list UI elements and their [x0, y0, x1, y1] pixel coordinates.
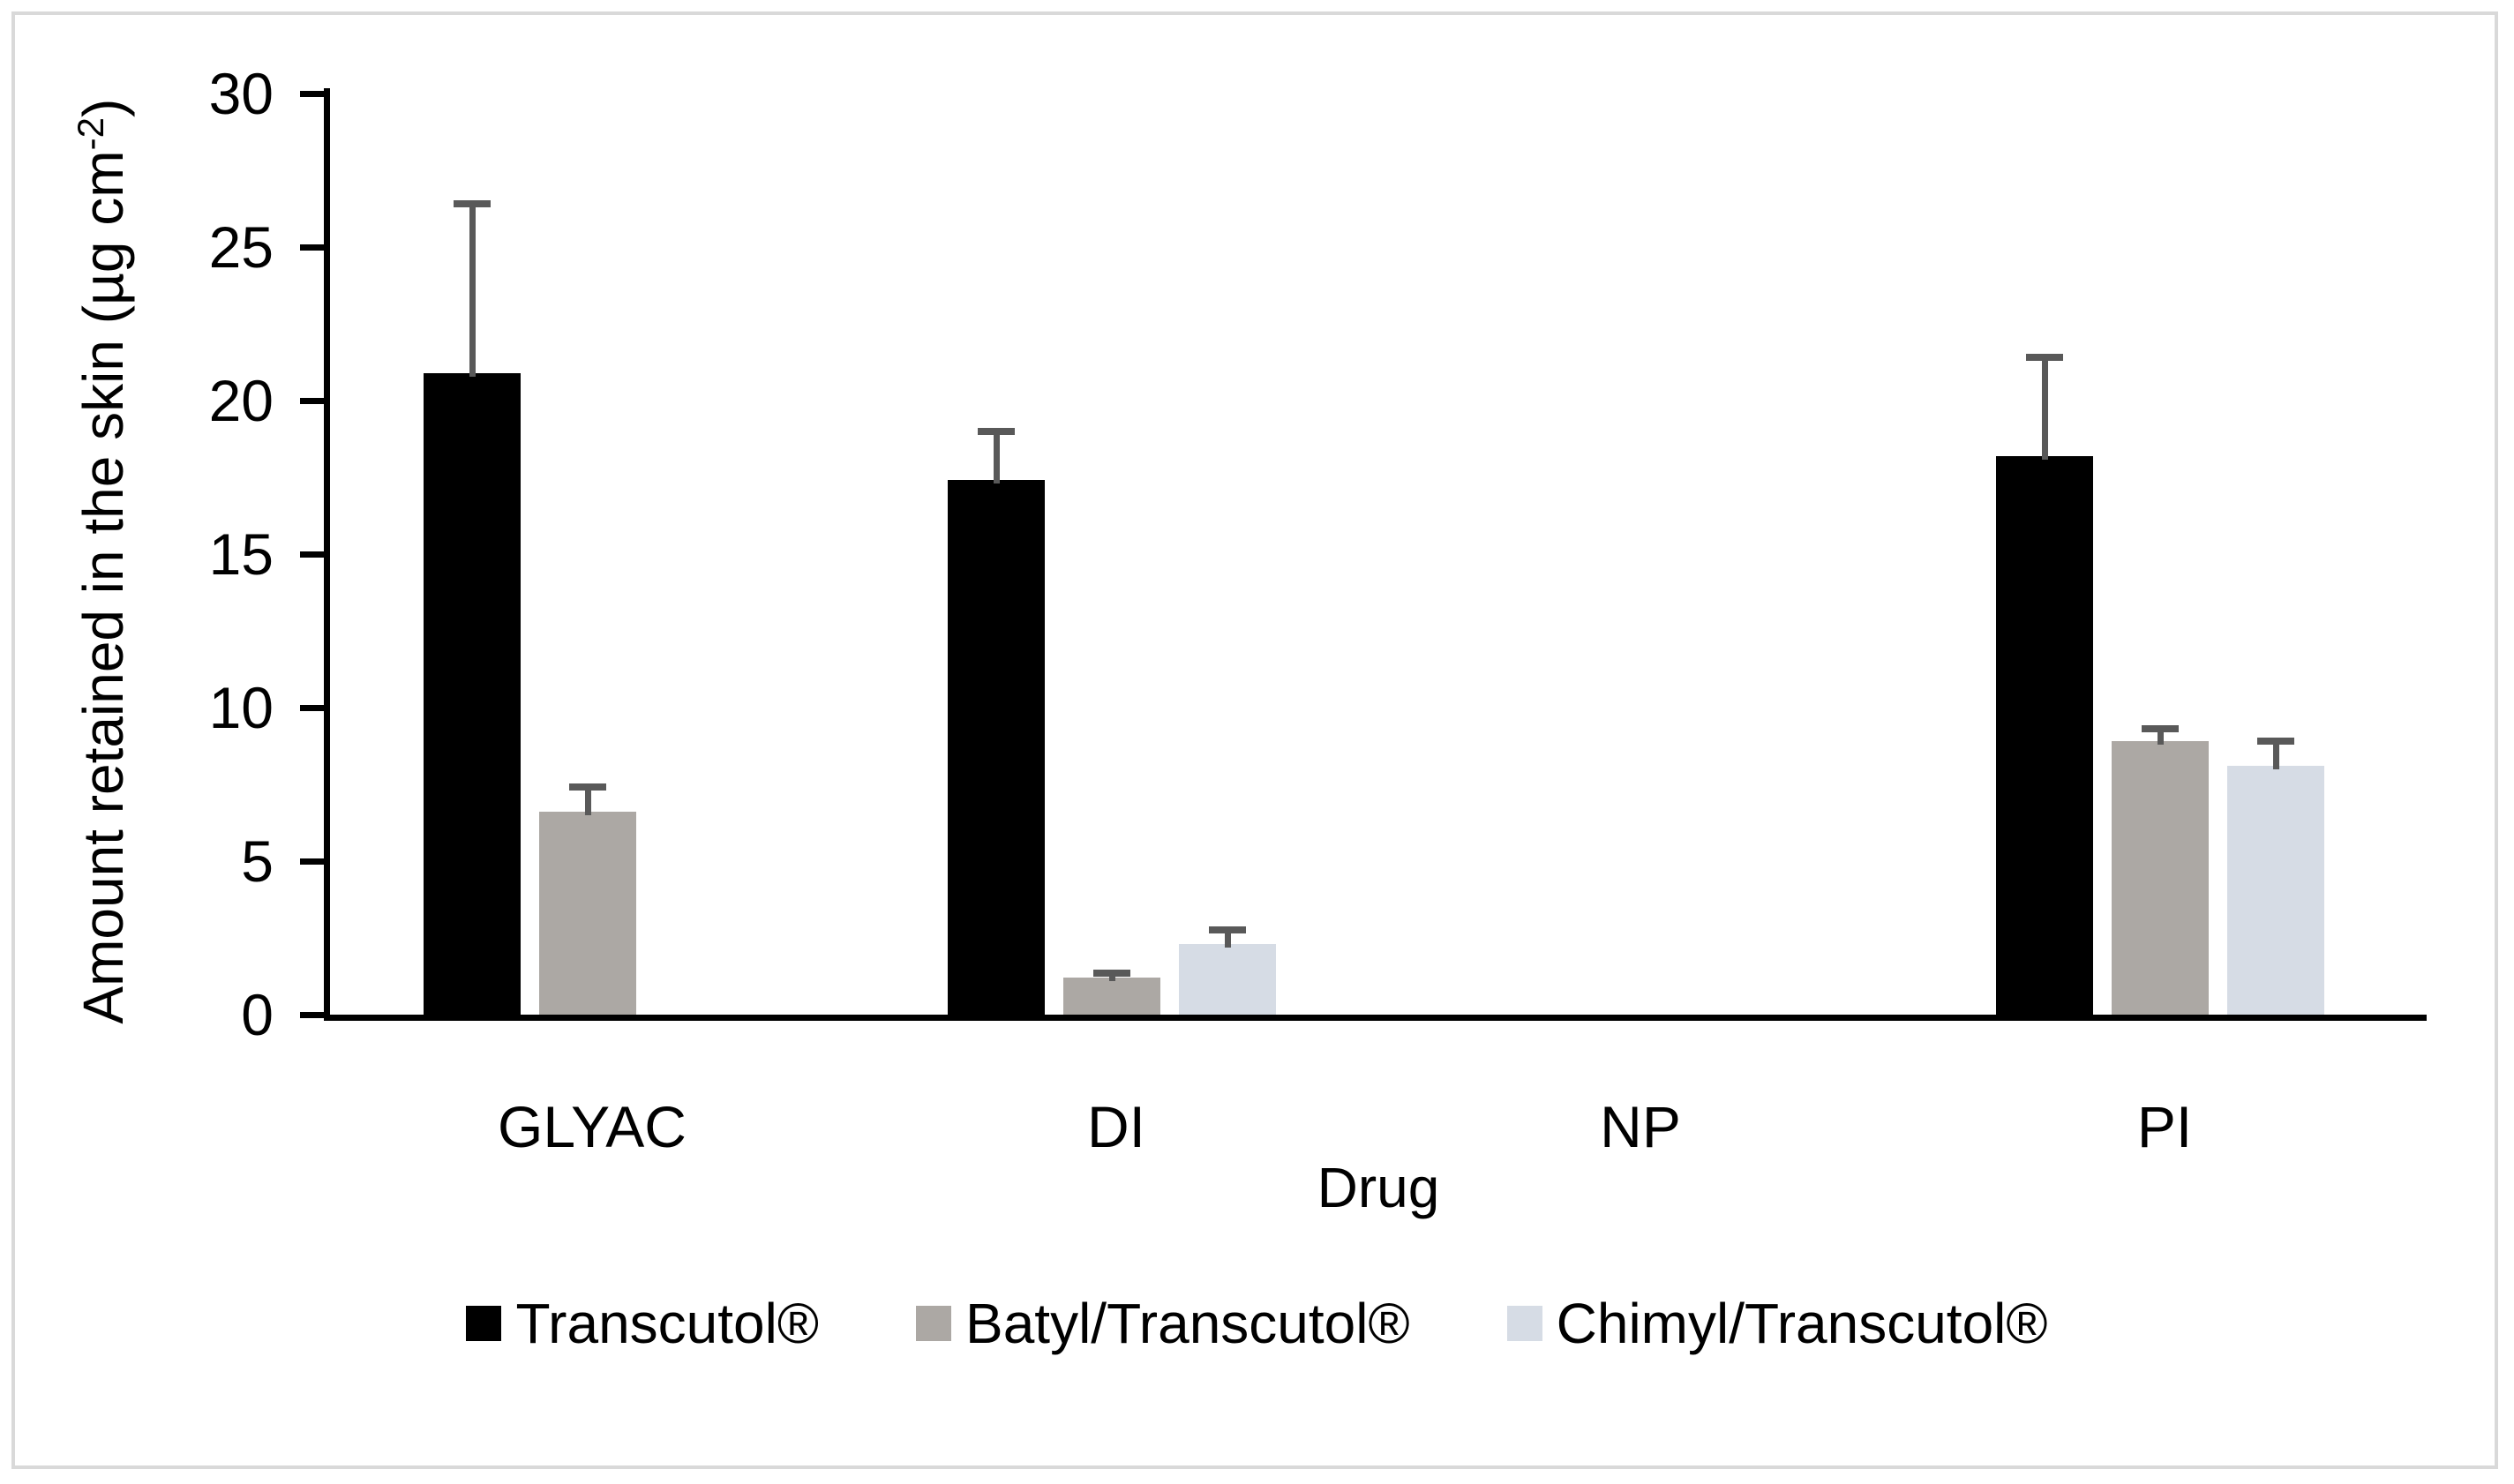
y-tick-label: 10 [208, 675, 274, 740]
y-tick-mark [300, 858, 330, 865]
error-bar-whisker [469, 204, 476, 377]
y-axis-title: Amount retained in the skin (µg cm-2) [61, 0, 136, 1152]
bar [948, 480, 1045, 1015]
error-bar-whisker [993, 431, 1000, 484]
error-bar-cap [1093, 970, 1130, 978]
y-axis-title-text: Amount retained in the skin (µg cm [71, 150, 136, 1024]
x-axis-line [324, 1015, 2427, 1021]
bar [2227, 766, 2324, 1015]
error-bar-whisker [2041, 357, 2048, 460]
error-bar-cap [1209, 926, 1246, 934]
category-label: PI [2136, 1094, 2193, 1159]
y-tick-mark [300, 705, 330, 711]
error-bar-cap [569, 783, 606, 791]
y-tick-mark [300, 1012, 330, 1018]
bar [1063, 978, 1160, 1015]
y-tick-label: 5 [241, 828, 274, 894]
legend-label: Transcutol® [515, 1292, 820, 1355]
legend-item: Batyl/Transcutol® [916, 1293, 1410, 1354]
legend-swatch [466, 1306, 502, 1341]
y-tick-label: 15 [208, 521, 274, 587]
y-axis-title-superscript: -2 [69, 117, 111, 151]
legend-label: Chimyl/Transcutol® [1556, 1292, 2048, 1355]
legend-swatch [1506, 1306, 1542, 1341]
x-axis-title: Drug [1317, 1156, 1440, 1219]
y-tick-label: 20 [208, 368, 274, 433]
bar [424, 372, 521, 1015]
y-tick-mark [300, 244, 330, 251]
error-bar-cap [2026, 354, 2063, 362]
y-tick-label: 25 [208, 214, 274, 280]
category-label: DI [1087, 1094, 1145, 1159]
error-bar-whisker [584, 787, 591, 816]
bar [1996, 455, 2093, 1015]
legend-item: Chimyl/Transcutol® [1506, 1292, 2048, 1355]
y-tick-mark [300, 91, 330, 97]
legend-item: Transcutol® [466, 1293, 819, 1354]
error-bar-whisker [2272, 741, 2279, 770]
y-tick-label: 30 [208, 61, 274, 126]
error-bar-cap [978, 427, 1015, 435]
y-tick-mark [300, 398, 330, 404]
category-label: NP [1600, 1094, 1681, 1159]
bar [1179, 943, 1276, 1015]
error-bar-whisker [1108, 973, 1115, 982]
error-bar-whisker [1224, 930, 1231, 948]
legend-label: Batyl/Transcutol® [965, 1292, 1410, 1355]
y-tick-mark [300, 551, 330, 558]
category-label: GLYAC [498, 1094, 687, 1159]
error-bar-cap [2257, 738, 2294, 746]
bar [539, 812, 636, 1015]
y-tick-label: 0 [241, 982, 274, 1047]
bar [2112, 741, 2209, 1015]
legend-swatch [916, 1306, 952, 1341]
error-bar-whisker [2157, 729, 2164, 746]
error-bar-cap [454, 200, 491, 208]
error-bar-cap [2142, 725, 2179, 733]
legend: Transcutol® Batyl/Transcutol® Chimyl/Trans… [0, 1284, 2514, 1363]
